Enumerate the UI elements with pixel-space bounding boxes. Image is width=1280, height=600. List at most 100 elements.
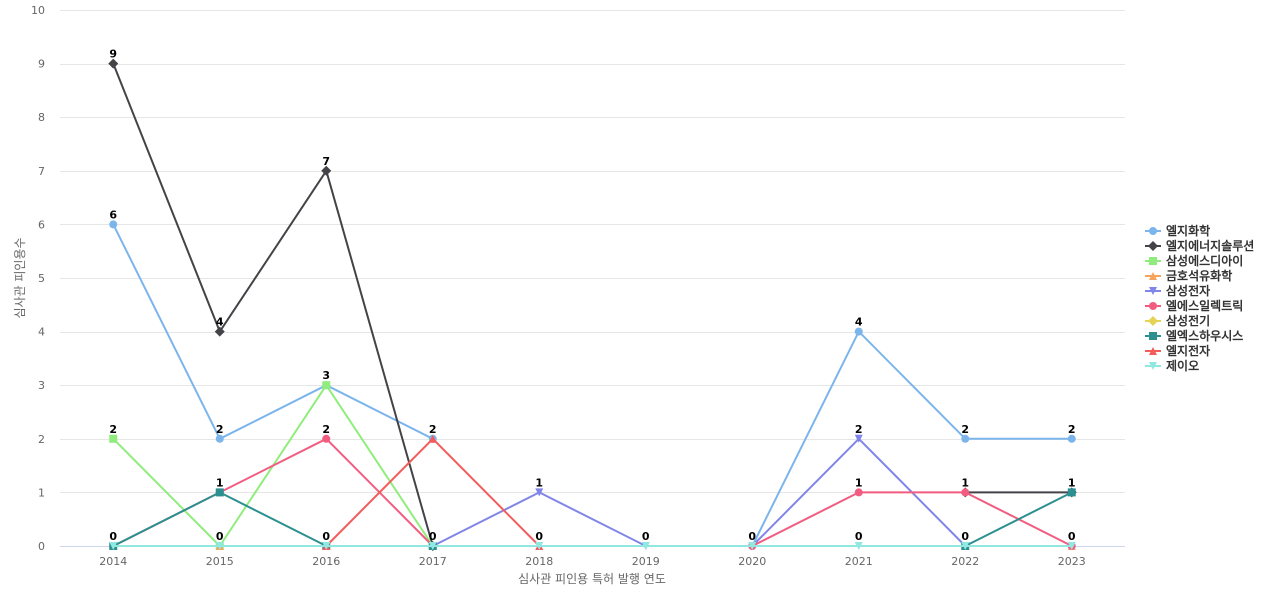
data-label: 2 — [1068, 423, 1076, 436]
data-label: 0 — [322, 530, 330, 543]
data-label: 3 — [322, 369, 330, 382]
y-axis-ticks: 0 1 2 3 4 5 6 7 8 9 10 — [31, 4, 45, 553]
data-label: 1 — [961, 476, 969, 489]
data-point — [641, 542, 650, 550]
data-point — [109, 220, 118, 229]
legend-label: 삼성에스디아이 — [1166, 253, 1243, 268]
data-point — [322, 434, 331, 443]
legend-item[interactable]: 엘엑스하우시스 — [1145, 328, 1243, 343]
legend: 엘지화학엘지에너지솔루션삼성에스디아이금호석유화학삼성전자엘에스일렉트릭삼성전기… — [1145, 223, 1254, 373]
x-tick-label: 2021 — [845, 555, 873, 568]
data-label: 9 — [109, 48, 117, 61]
y-tick-label: 7 — [38, 165, 45, 178]
data-point — [854, 327, 863, 336]
legend-marker — [1149, 302, 1157, 310]
data-point — [748, 542, 757, 550]
legend-item[interactable]: 엘지화학 — [1145, 223, 1210, 238]
series-2 — [108, 58, 1077, 551]
legend-marker — [1149, 287, 1157, 295]
legend-item[interactable]: 삼성전자 — [1145, 283, 1210, 298]
legend-item[interactable]: 금호석유화학 — [1145, 268, 1232, 283]
data-label: 2 — [961, 423, 969, 436]
data-label: 0 — [642, 530, 650, 543]
data-point — [854, 542, 863, 550]
data-point — [961, 542, 970, 550]
data-label: 2 — [109, 423, 117, 436]
y-tick-label: 10 — [31, 4, 45, 17]
data-point — [535, 488, 544, 497]
data-point — [215, 542, 224, 550]
legend-label: 엘지화학 — [1166, 223, 1210, 238]
legend-label: 금호석유화학 — [1166, 268, 1232, 283]
legend-label: 엘지전자 — [1166, 343, 1210, 358]
legend-item[interactable]: 제이오 — [1145, 358, 1199, 373]
legend-label: 엘지에너지솔루션 — [1166, 238, 1254, 253]
data-point — [322, 542, 331, 550]
series-1 — [109, 220, 1076, 550]
data-point — [109, 542, 118, 550]
data-label: 1 — [216, 476, 224, 489]
legend-label: 엘에스일렉트릭 — [1166, 298, 1243, 313]
legend-item[interactable]: 엘에스일렉트릭 — [1145, 298, 1243, 313]
legend-marker — [1148, 241, 1158, 251]
data-label: 2 — [429, 423, 437, 436]
data-point — [854, 434, 863, 443]
gridlines — [60, 10, 1125, 493]
x-tick-label: 2014 — [99, 555, 127, 568]
legend-item[interactable]: 엘지전자 — [1145, 343, 1210, 358]
y-tick-label: 8 — [38, 111, 45, 124]
x-tick-label: 2019 — [632, 555, 660, 568]
data-point — [321, 165, 332, 176]
y-tick-label: 5 — [38, 272, 45, 285]
x-tick-label: 2020 — [738, 555, 766, 568]
data-label: 0 — [429, 530, 437, 543]
data-label: 0 — [1068, 530, 1076, 543]
data-label: 1 — [1068, 476, 1076, 489]
legend-label: 삼성전기 — [1166, 313, 1210, 328]
data-point — [1067, 488, 1076, 497]
data-point — [215, 434, 224, 443]
data-point — [214, 326, 225, 337]
data-point — [535, 542, 544, 550]
data-label: 0 — [109, 530, 117, 543]
data-point — [961, 434, 970, 443]
series-line — [112, 223, 1073, 547]
data-label: 0 — [216, 530, 224, 543]
legend-marker — [1149, 272, 1157, 280]
series-group — [108, 58, 1077, 551]
legend-item[interactable]: 삼성전기 — [1145, 313, 1210, 328]
y-tick-label: 6 — [38, 218, 45, 231]
y-tick-label: 2 — [38, 433, 45, 446]
legend-marker — [1149, 347, 1157, 355]
data-point — [961, 488, 970, 497]
data-labels: 9 6 2 0 4 2 1 0 7 3 2 0 2 0 1 0 0 0 4 2 1 0 2 1 0 2 1 0 — [109, 48, 1076, 543]
data-point — [322, 381, 331, 390]
x-tick-label: 2016 — [312, 555, 340, 568]
data-label: 7 — [322, 155, 330, 168]
y-tick-label: 1 — [38, 486, 45, 499]
x-tick-label: 2022 — [951, 555, 979, 568]
data-label: 1 — [855, 476, 863, 489]
data-point — [428, 434, 437, 443]
legend-label: 엘엑스하우시스 — [1166, 328, 1243, 343]
y-axis-title: 심사관 피인용수 — [13, 237, 27, 318]
data-point — [428, 542, 437, 550]
legend-item[interactable]: 삼성에스디아이 — [1145, 253, 1243, 268]
legend-item[interactable]: 엘지에너지솔루션 — [1145, 238, 1254, 253]
data-label: 1 — [535, 476, 543, 489]
data-label: 2 — [216, 423, 224, 436]
data-label: 2 — [322, 423, 330, 436]
data-label: 4 — [855, 316, 863, 329]
y-tick-label: 9 — [38, 58, 45, 71]
y-tick-label: 4 — [38, 326, 45, 339]
x-tick-label: 2023 — [1058, 555, 1086, 568]
legend-marker — [1149, 227, 1157, 235]
data-point — [854, 488, 863, 497]
legend-marker — [1149, 257, 1157, 265]
data-label: 0 — [535, 530, 543, 543]
y-tick-label: 3 — [38, 379, 45, 392]
legend-label: 제이오 — [1166, 358, 1199, 373]
series-line — [112, 62, 1073, 547]
y-tick-label: 0 — [38, 540, 45, 553]
